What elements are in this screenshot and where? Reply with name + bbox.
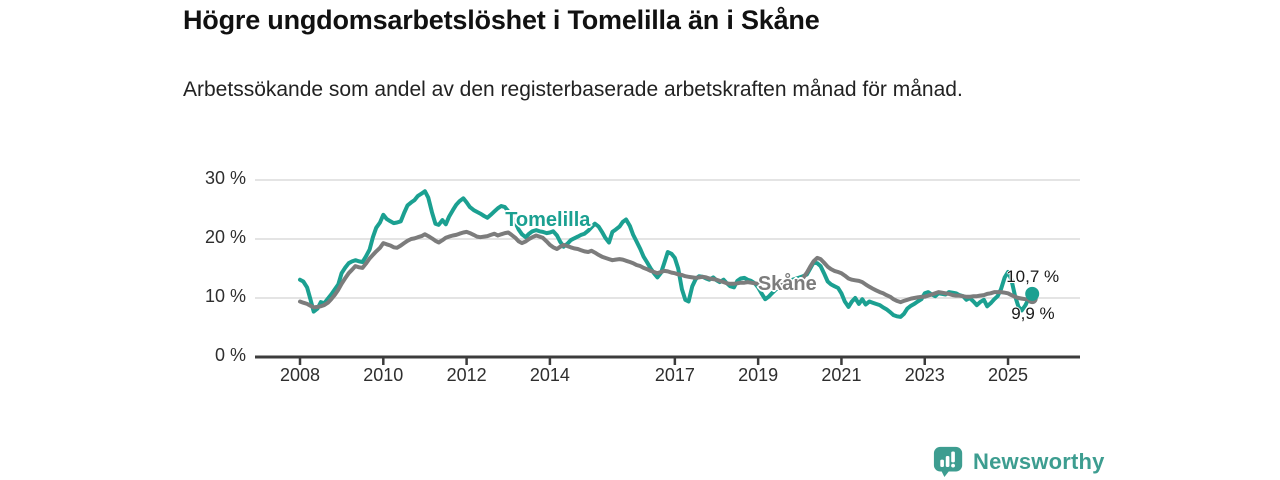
x-axis-tick-label: 2010	[363, 365, 404, 385]
y-axis-tick-label: 10 %	[204, 286, 246, 306]
series-label-tomelilla: Tomelilla	[505, 208, 591, 231]
newsworthy-logo: Newsworthy	[933, 446, 1105, 477]
y-axis-tick-label: 30 %	[204, 168, 246, 188]
x-axis-tick-label: 2014	[529, 365, 570, 385]
x-axis-tick-label: 2025	[988, 365, 1029, 385]
y-axis-tick-label: 0 %	[214, 345, 246, 365]
bar-chart-badge-icon	[933, 446, 963, 477]
x-axis-tick-label: 2021	[821, 365, 862, 385]
end-dot-tomelilla	[1025, 286, 1040, 301]
x-axis-tick-label: 2017	[654, 365, 695, 385]
series-line-skåne	[298, 229, 1035, 310]
chart-subtitle: Arbetssökande som andel av den registerb…	[183, 78, 963, 101]
series-label-skåne: Skåne	[757, 273, 817, 296]
y-axis-tick-label: 20 %	[204, 227, 246, 247]
x-axis-tick-label: 2012	[446, 365, 487, 385]
end-value-label-skåne: 9,9 %	[1011, 303, 1055, 323]
end-value-label-tomelilla: 10,7 %	[1006, 266, 1060, 286]
page-title: Högre ungdomsarbetslöshet i Tomelilla än…	[183, 5, 820, 35]
x-axis-tick-label: 2019	[738, 365, 779, 385]
x-axis-tick-label: 2023	[904, 365, 945, 385]
newsworthy-wordmark: Newsworthy	[973, 448, 1105, 474]
x-axis-tick-label: 2008	[279, 365, 321, 385]
series-line-tomelilla	[298, 189, 1035, 319]
